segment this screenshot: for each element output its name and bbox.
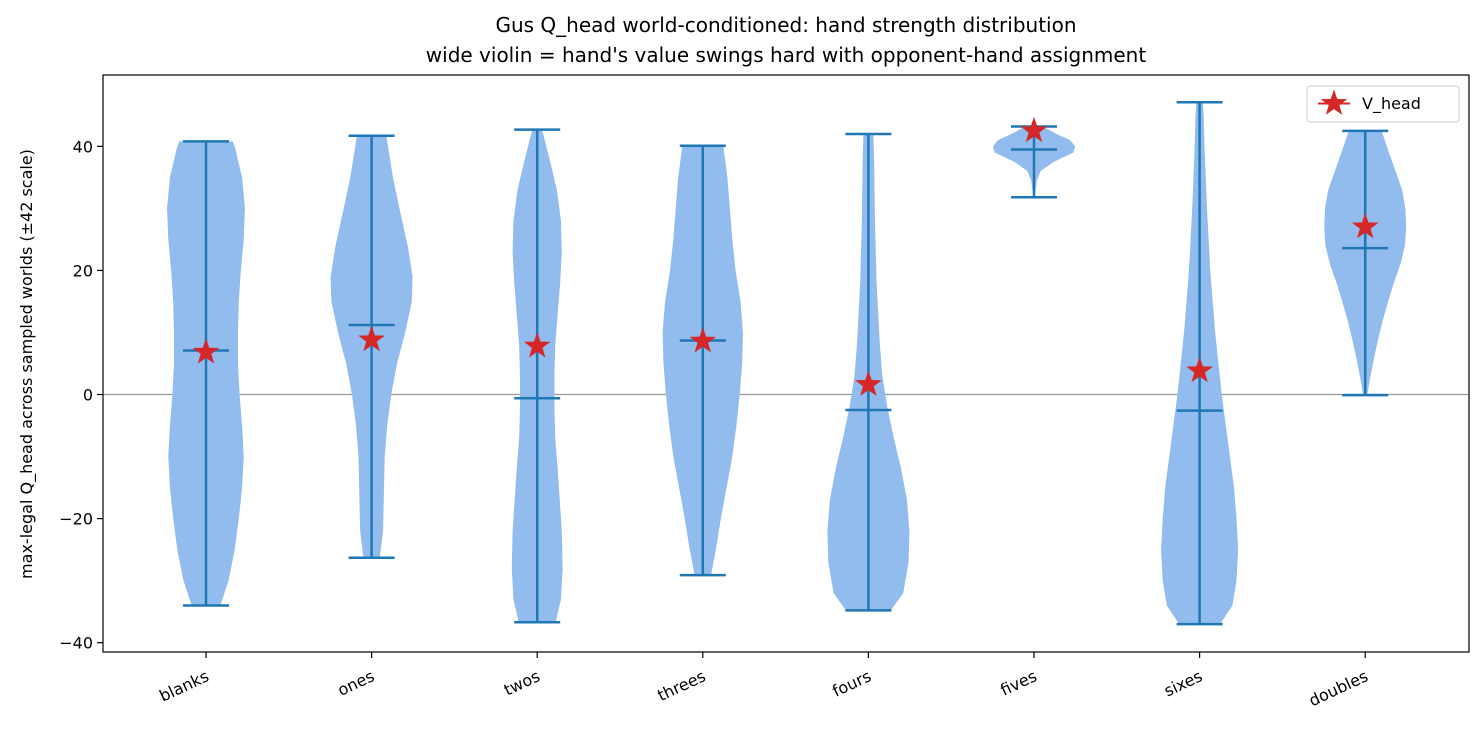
x-tick-label-fives: fives xyxy=(997,666,1039,699)
x-tick-label-fours: fours xyxy=(829,666,874,700)
x-tick-label-sixes: sixes xyxy=(1161,666,1205,700)
x-tick-label-blanks: blanks xyxy=(156,666,211,705)
chart-title: Gus Q_head world-conditioned: hand stren… xyxy=(495,13,1076,37)
y-tick-label: 20 xyxy=(73,261,93,280)
marker-layer xyxy=(192,116,1379,396)
y-tick-label: −20 xyxy=(59,510,93,529)
violin-layer xyxy=(167,102,1407,625)
y-axis-label: max-legal Q_head across sampled worlds (… xyxy=(17,149,37,579)
x-tick-label-twos: twos xyxy=(501,666,543,699)
legend: V_head xyxy=(1306,85,1460,123)
x-tick-label-ones: ones xyxy=(335,666,378,699)
legend-label: V_head xyxy=(1362,94,1421,114)
legend-box xyxy=(1306,85,1460,123)
v-head-marker-doubles xyxy=(1351,213,1379,239)
v-head-marker-twos xyxy=(523,332,551,358)
x-tick-label-doubles: doubles xyxy=(1306,666,1371,710)
chart-subtitle: wide violin = hand's value swings hard w… xyxy=(426,43,1147,67)
y-tick-label: 40 xyxy=(73,137,93,156)
v-head-marker-fives xyxy=(1020,116,1048,143)
v-head-marker-sixes xyxy=(1186,356,1213,383)
legend-star-icon xyxy=(1320,89,1348,115)
v-head-marker-ones xyxy=(358,325,385,352)
y-tick-label: −40 xyxy=(59,634,93,653)
whisker-layer xyxy=(183,101,1389,626)
y-tick-label: 0 xyxy=(83,386,93,405)
x-tick-label-threes: threes xyxy=(655,666,709,705)
v-head-marker-fours xyxy=(855,370,882,396)
v-head-marker-threes xyxy=(689,327,717,353)
v-head-marker-blanks xyxy=(192,338,220,364)
plot-frame xyxy=(102,74,1470,653)
